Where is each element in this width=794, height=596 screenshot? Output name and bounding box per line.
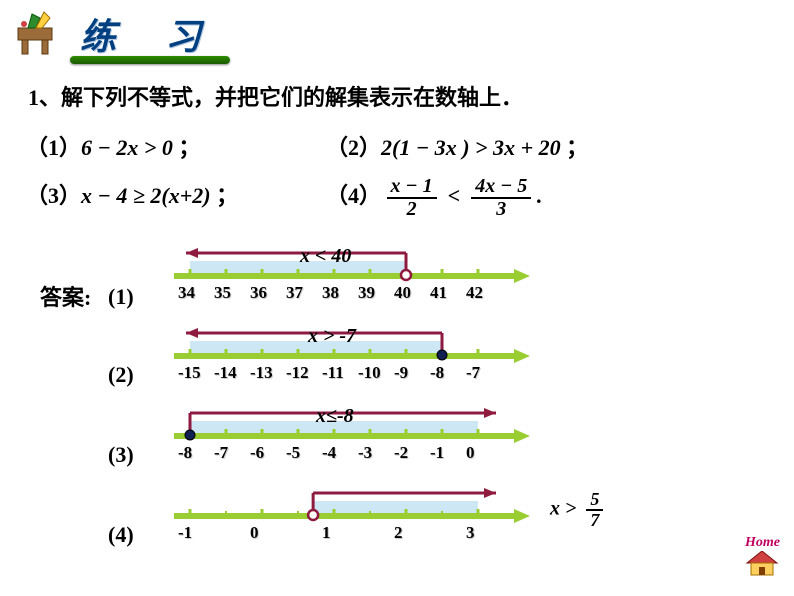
subproblems: （1）6 − 2x > 0 ； （2）2(1 − 3x ) > 3x + 20 … — [0, 118, 794, 221]
lesson-icon — [10, 10, 60, 58]
tick-label: -1 — [430, 443, 444, 463]
tick-label: 41 — [430, 283, 447, 303]
tick-label: -12 — [286, 363, 309, 383]
number-line-1: 34 35 36 37 38 39 40 41 42 — [170, 245, 580, 315]
problem-stem: 1、解下列不等式，并把它们的解集表示在数轴上． — [0, 64, 794, 118]
home-button[interactable]: Home — [745, 535, 780, 582]
tick-label: -1 — [178, 523, 192, 543]
tick-label: 2 — [394, 523, 403, 543]
tick-label: 42 — [466, 283, 483, 303]
tick-label: 1 — [322, 523, 331, 543]
sub-2: （2）2(1 − 3x ) > 3x + 20 ； — [326, 124, 588, 172]
answer-heading: 答案: — [40, 280, 91, 312]
tick-label: 3 — [466, 523, 475, 543]
number-line-2: -15 -14 -13 -12 -11 -10 -9 -8 -7 — [170, 325, 580, 395]
solution-3: x≤-8 — [316, 405, 354, 428]
home-label: Home — [745, 535, 780, 551]
tick-label: -15 — [178, 363, 201, 383]
tick-label: -13 — [250, 363, 273, 383]
row-label-2: (2) — [108, 362, 134, 388]
row-label-3: (3) — [108, 442, 134, 468]
tick-label: -11 — [322, 363, 344, 383]
solution-1: x < 40 — [300, 245, 351, 268]
tick-label: -5 — [286, 443, 300, 463]
tick-label: -8 — [430, 363, 444, 383]
tick-label: 0 — [466, 443, 475, 463]
tick-label: 40 — [394, 283, 411, 303]
tick-label: -7 — [466, 363, 480, 383]
page-title: 练 习 — [80, 8, 221, 60]
tick-label: -10 — [358, 363, 381, 383]
sub-1: （1）6 − 2x > 0 ； — [26, 124, 326, 172]
row-label-4: (4) — [108, 522, 134, 548]
tick-label: -7 — [214, 443, 228, 463]
tick-label: 34 — [178, 283, 195, 303]
tick-label: -14 — [214, 363, 237, 383]
tick-label: -2 — [394, 443, 408, 463]
tick-label: -4 — [322, 443, 336, 463]
tick-label: -3 — [358, 443, 372, 463]
number-line-3: -8 -7 -6 -5 -4 -3 -2 -1 0 — [170, 405, 580, 475]
tick-label: 36 — [250, 283, 267, 303]
tick-label: 39 — [358, 283, 375, 303]
tick-label: 35 — [214, 283, 231, 303]
tick-label: -9 — [394, 363, 408, 383]
tick-label: -6 — [250, 443, 264, 463]
number-line-4: -1 0 1 2 3 — [170, 485, 580, 555]
tick-label: -8 — [178, 443, 192, 463]
row-label-1: (1) — [108, 284, 134, 310]
solution-4: x > 57 — [550, 490, 603, 530]
tick-label: 38 — [322, 283, 339, 303]
sub-3: （3）x − 4 ≥ 2(x+2) ； — [26, 172, 326, 220]
sub-4: （4） x − 12 < 4x − 53 . — [326, 172, 542, 220]
solution-2: x > -7 — [308, 325, 356, 348]
tick-label: 37 — [286, 283, 303, 303]
tick-label: 0 — [250, 523, 259, 543]
